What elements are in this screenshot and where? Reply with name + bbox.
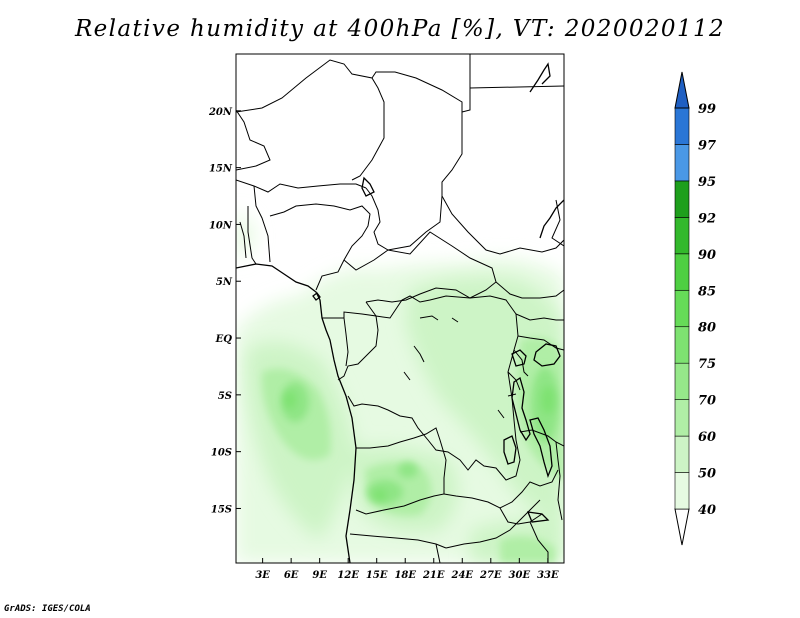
y-tick-label: 5N [216,277,233,288]
colorbar-label: 50 [698,467,716,482]
colorbar-label: 40 [698,503,716,518]
x-tick-label: 3E [255,570,270,581]
y-tick-label: 5S [218,391,232,402]
y-axis: 20N 15N 10N 5N EQ 5S 10S 15S [208,107,241,515]
x-tick-label: 6E [284,570,299,581]
y-tick-label: 15N [209,164,233,175]
y-tick-label: 10N [209,220,233,231]
colorbar-label: 60 [698,430,716,445]
colorbar-segment [674,435,690,473]
colorbar-segment [674,217,690,255]
y-tick-label: 20N [208,107,233,118]
x-tick-label: 27E [479,570,502,581]
colorbar-segment [674,399,690,437]
x-tick-label: 30E [509,570,531,581]
x-tick-label: 9E [312,570,327,581]
x-axis: 3E 6E 9E 12E 15E 18E 21E 24E 27E 30E 33E [255,558,559,581]
colorbar-label: 95 [698,175,716,190]
colorbar-segment [674,180,690,218]
colorbar-label: 75 [698,357,716,372]
colorbar-segment [674,362,690,400]
x-tick-label: 21E [422,570,445,581]
colorbar-segment [674,107,690,145]
colorbar-label: 70 [698,394,716,409]
chart-title: Relative humidity at 400hPa [%], VT: 202… [74,16,726,42]
x-tick-label: 33E [537,570,559,581]
colorbar-label: 97 [698,138,716,153]
colorbar-label: 80 [698,321,716,336]
x-tick-label: 24E [450,570,473,581]
colorbar-label: 99 [698,102,716,117]
colorbar-lower-extension [674,508,690,546]
x-tick-label: 12E [337,570,359,581]
colorbar-segment [674,326,690,364]
plot-frame [235,53,565,564]
colorbar: 40 50 60 70 75 80 85 90 92 95 97 99 [674,71,716,546]
grads-credit: GrADS: IGES/COLA [4,604,91,614]
humidity-field [236,212,564,563]
colorbar-segment [674,472,690,510]
y-tick-label: EQ [215,334,233,345]
x-tick-label: 15E [366,570,388,581]
colorbar-label: 90 [698,248,716,263]
colorbar-label: 92 [698,211,716,226]
colorbar-segment [674,144,690,182]
colorbar-label: 85 [698,284,716,299]
colorbar-segment [674,253,690,291]
y-tick-label: 10S [211,448,232,459]
colorbar-upper-extension [674,71,690,109]
y-tick-label: 15S [211,504,232,515]
x-tick-label: 18E [394,570,416,581]
colorbar-segment [674,289,690,328]
map-boundaries [236,54,564,563]
